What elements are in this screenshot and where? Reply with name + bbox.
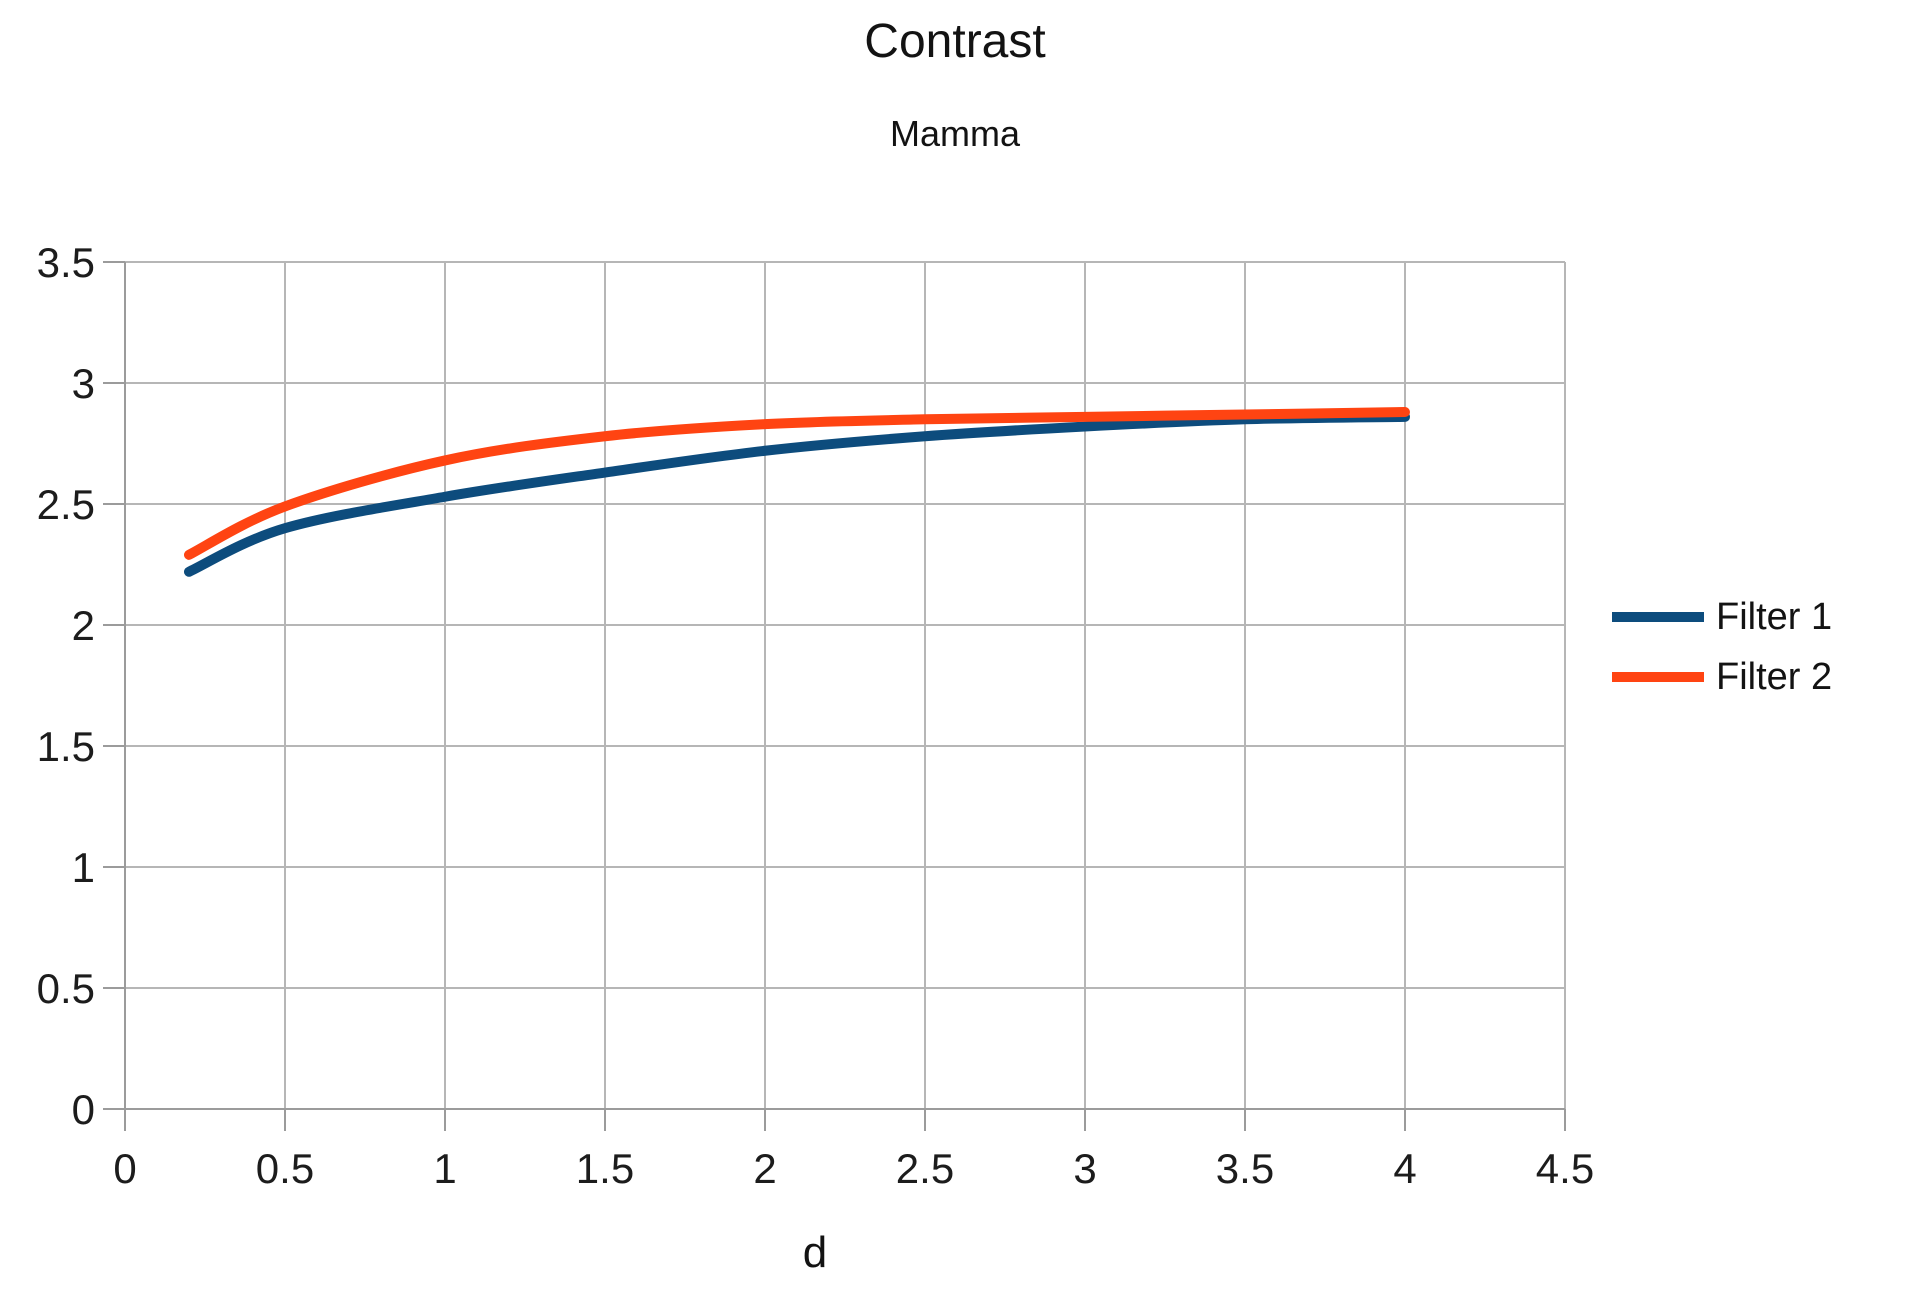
chart-legend: Filter 1 Filter 2 [1612,594,1832,714]
x-tick-label: 3 [1073,1145,1096,1192]
legend-label-filter-2: Filter 2 [1716,656,1833,698]
series-line-filter-2 [184,407,1410,560]
legend-label-filter-1: Filter 1 [1716,596,1833,638]
x-axis-title: d [802,1228,828,1277]
x-tick-label: 3.5 [1216,1145,1274,1192]
y-tick-label: 3.5 [37,239,95,286]
y-tick-label: 3 [72,360,95,407]
y-tick-label: 2.5 [37,481,95,528]
x-tick-label: 1.5 [576,1145,634,1192]
legend-swatch-filter-2-icon [1612,672,1704,682]
x-tick-label: 0.5 [256,1145,314,1192]
x-tick-label: 2.5 [896,1145,954,1192]
legend-item-filter-1: Filter 1 [1612,594,1832,640]
series-line-filter-1 [184,411,1410,577]
chart-subtitle: Mamma [889,113,1020,154]
x-tick-label: 1 [433,1145,456,1192]
y-tick-label: 0 [72,1086,95,1133]
legend-swatch-filter-1-icon [1612,612,1704,622]
x-tick-label: 0 [113,1145,136,1192]
x-tick-label: 4 [1393,1145,1416,1192]
chart-title: Contrast [864,15,1046,68]
y-tick-label: 2 [72,602,95,649]
y-tick-label: 1.5 [37,723,95,770]
x-tick-label: 4.5 [1536,1145,1594,1192]
y-tick-label: 0.5 [37,965,95,1012]
legend-item-filter-2: Filter 2 [1612,654,1832,700]
x-tick-label: 2 [753,1145,776,1192]
y-tick-label: 1 [72,844,95,891]
